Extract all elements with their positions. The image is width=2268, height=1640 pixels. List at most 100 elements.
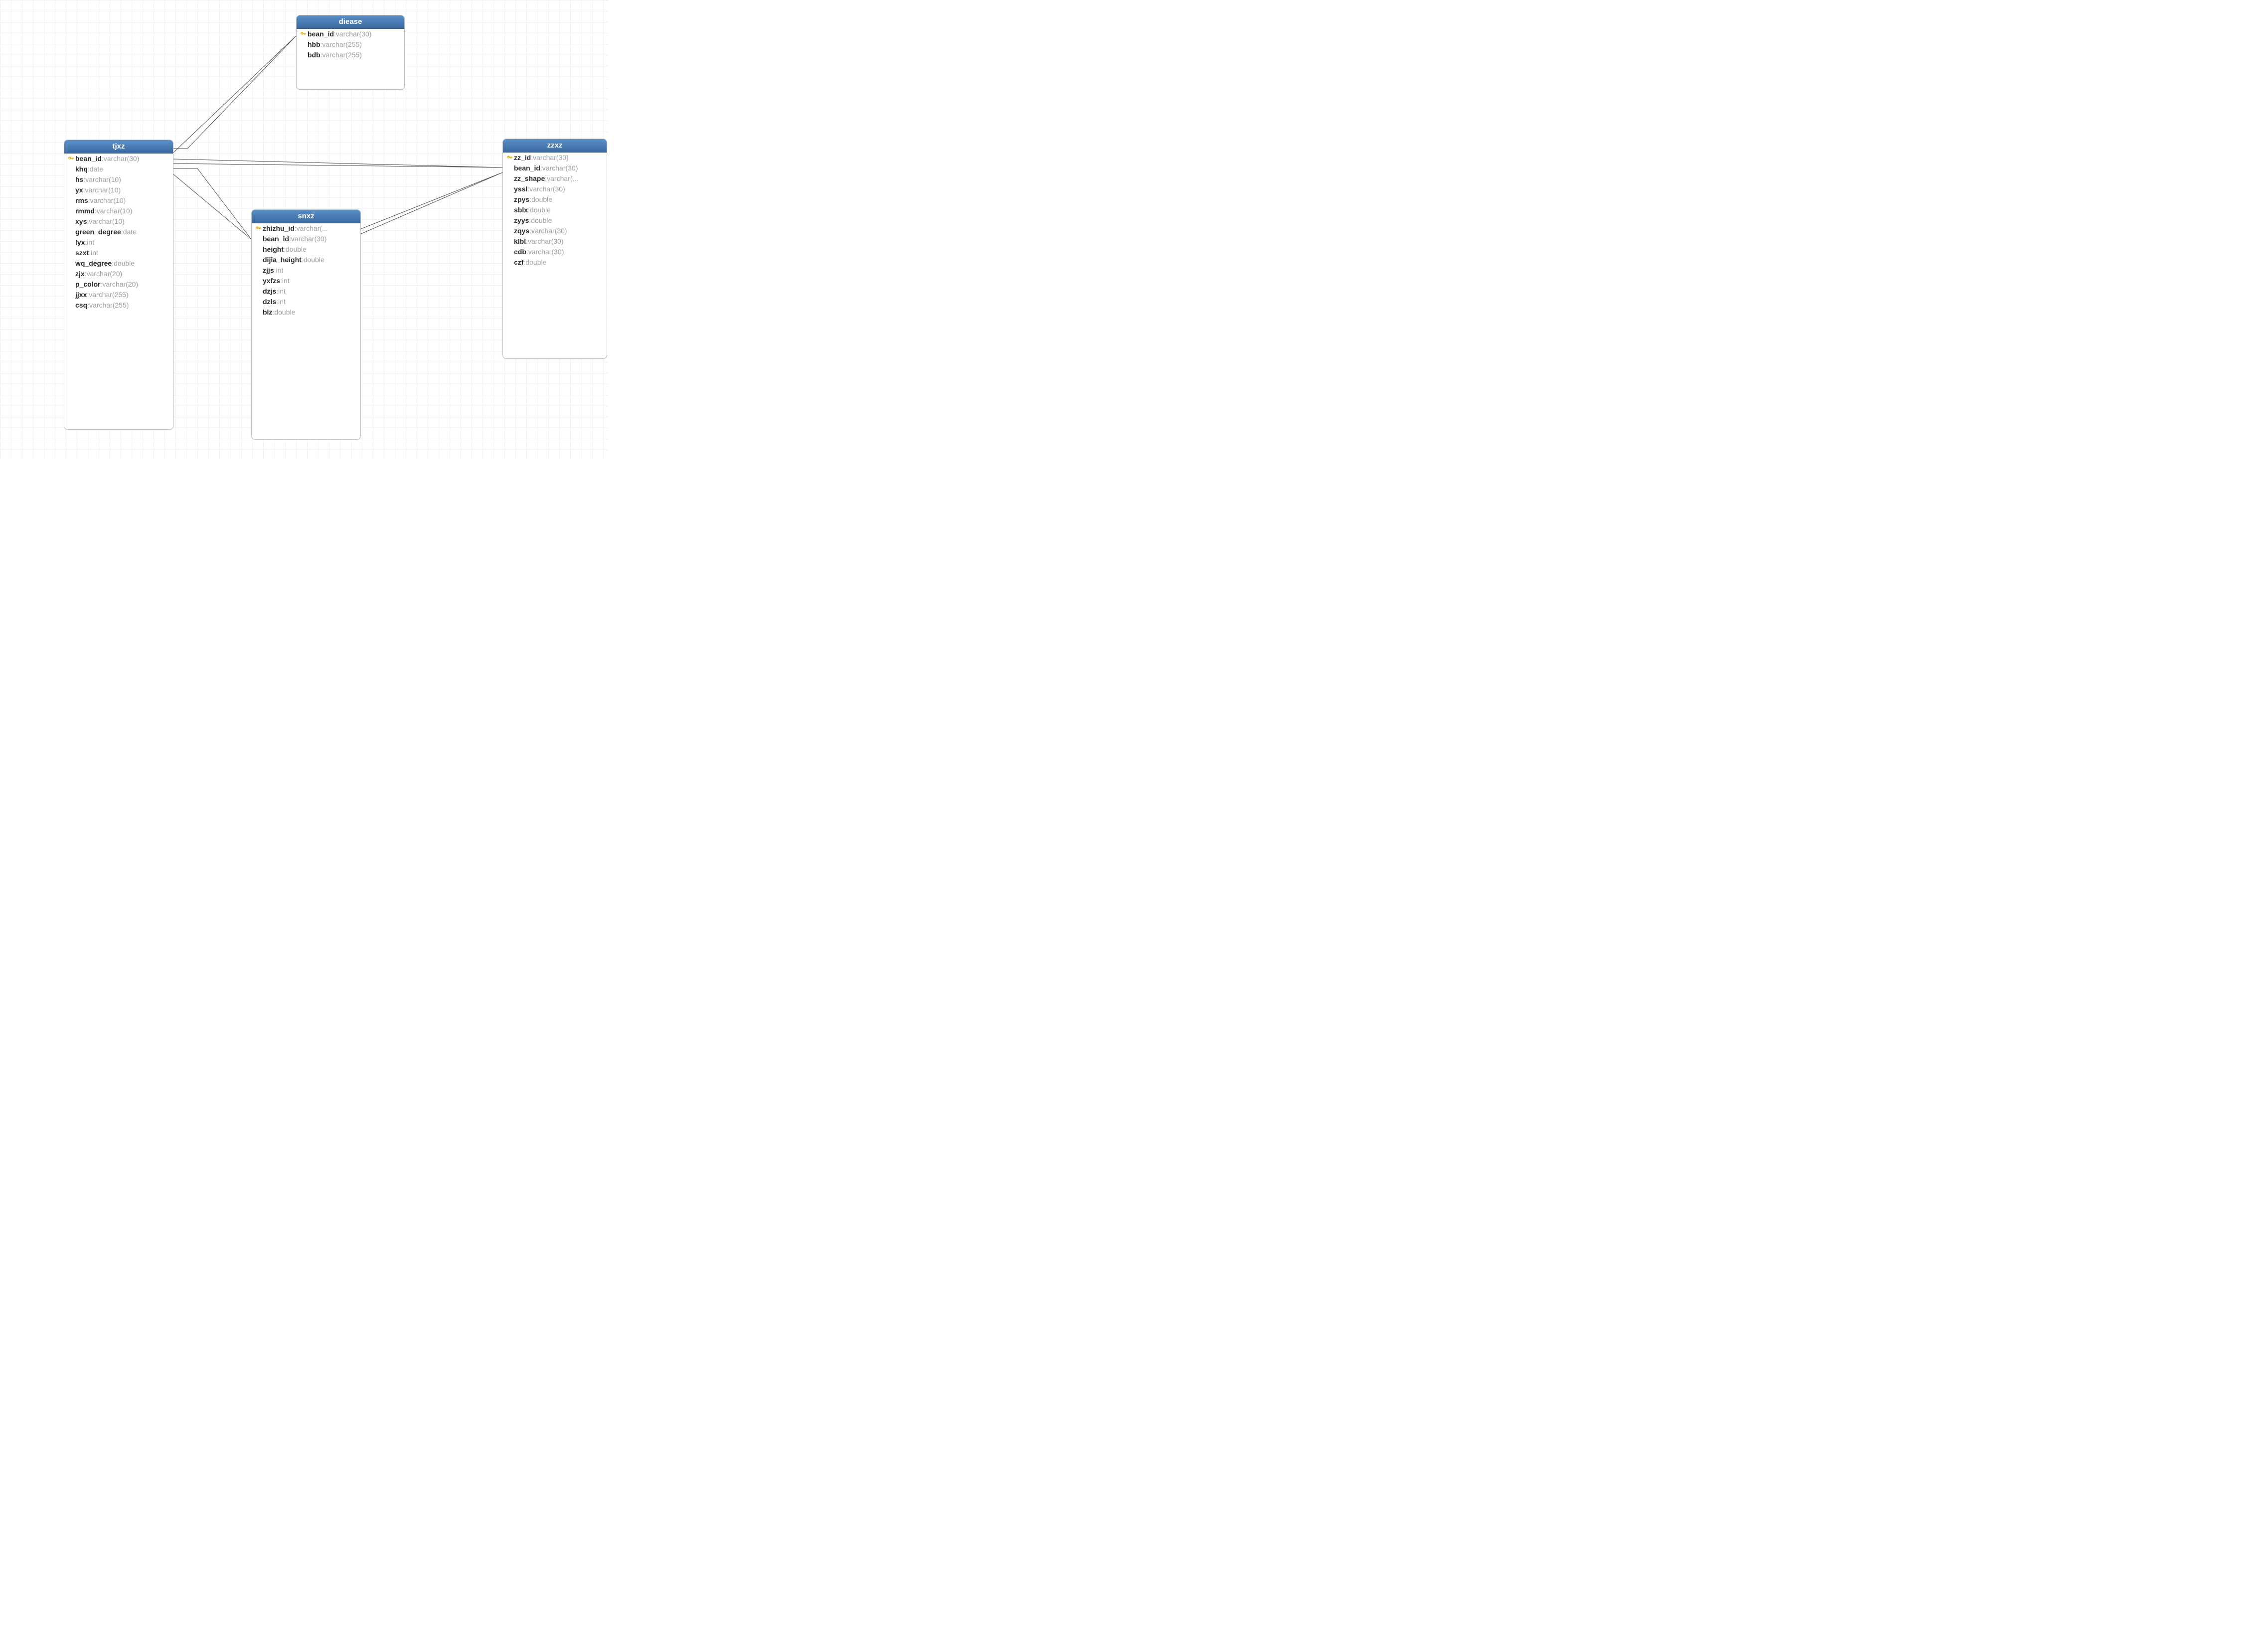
table-zzxz[interactable]: zzxzzz_id: varchar(30)bean_id: varchar(3…	[502, 139, 607, 359]
field-name: khq	[75, 164, 88, 174]
field-type: varchar(30)	[529, 184, 565, 194]
field-type: double	[531, 216, 552, 225]
field-type: varchar(255)	[323, 40, 362, 49]
field-name: bean_id	[514, 164, 540, 173]
field-row[interactable]: hbb: varchar(255)	[297, 39, 404, 50]
field-name: zyys	[514, 216, 529, 225]
field-name: green_degree	[75, 227, 121, 237]
field-type: double	[531, 195, 552, 204]
field-name: bean_id	[308, 29, 334, 39]
field-type: varchar(30)	[336, 29, 372, 39]
field-row[interactable]: p_color: varchar(20)	[64, 279, 173, 290]
primary-key-icon	[506, 155, 513, 161]
field-row[interactable]: cdb: varchar(30)	[503, 247, 607, 257]
field-row[interactable]: zpys: double	[503, 194, 607, 205]
field-row[interactable]: zjx: varchar(20)	[64, 269, 173, 279]
table-tjxz[interactable]: tjxzbean_id: varchar(30)khq: datehs: var…	[64, 140, 173, 430]
field-type: double	[114, 259, 135, 268]
er-diagram-canvas: tjxzbean_id: varchar(30)khq: datehs: var…	[0, 0, 608, 459]
field-row[interactable]: hs: varchar(10)	[64, 174, 173, 185]
field-row[interactable]: height: double	[252, 244, 360, 255]
field-row[interactable]: rms: varchar(10)	[64, 195, 173, 206]
field-name: wq_degree	[75, 259, 112, 268]
field-row[interactable]: zz_id: varchar(30)	[503, 153, 607, 163]
field-row[interactable]: zqys: varchar(30)	[503, 226, 607, 236]
field-name: zpys	[514, 195, 529, 204]
field-name: yxfzs	[263, 276, 280, 286]
table-snxz[interactable]: snxzzhizhu_id: varchar(...bean_id: varch…	[251, 209, 361, 440]
table-header[interactable]: snxz	[252, 210, 360, 223]
field-name: szxt	[75, 248, 89, 258]
field-row[interactable]: bean_id: varchar(30)	[297, 29, 404, 39]
field-type: varchar(30)	[528, 237, 564, 246]
table-diease[interactable]: dieasebean_id: varchar(30)hbb: varchar(2…	[296, 15, 405, 90]
field-name: yssl	[514, 184, 527, 194]
field-row[interactable]: xys: varchar(10)	[64, 216, 173, 227]
field-name: bean_id	[75, 154, 102, 164]
field-row[interactable]: blz: double	[252, 307, 360, 318]
field-row[interactable]: zyys: double	[503, 215, 607, 226]
field-row[interactable]: yx: varchar(10)	[64, 185, 173, 195]
field-name: rmmd	[75, 206, 95, 216]
field-type: int	[91, 248, 98, 258]
field-type: int	[276, 266, 283, 275]
field-row[interactable]: yssl: varchar(30)	[503, 184, 607, 194]
field-row[interactable]: bean_id: varchar(30)	[64, 154, 173, 164]
field-row[interactable]: dzls: int	[252, 297, 360, 307]
field-row[interactable]: csq: varchar(255)	[64, 300, 173, 311]
field-name: dzls	[263, 297, 276, 307]
field-name: cdb	[514, 247, 526, 257]
field-row[interactable]: green_degree: date	[64, 227, 173, 237]
field-type: int	[278, 287, 286, 296]
field-row[interactable]: klbl: varchar(30)	[503, 236, 607, 247]
field-type: varchar(10)	[90, 196, 126, 205]
field-row[interactable]: zjjs: int	[252, 265, 360, 276]
field-name: bean_id	[263, 234, 289, 244]
field-row[interactable]: czf: double	[503, 257, 607, 268]
field-name: height	[263, 245, 284, 254]
field-type: double	[274, 308, 295, 317]
field-type: varchar(10)	[85, 175, 121, 184]
field-row[interactable]: zhizhu_id: varchar(...	[252, 223, 360, 234]
field-row[interactable]: szxt: int	[64, 248, 173, 258]
field-row[interactable]: lyx: int	[64, 237, 173, 248]
field-name: rms	[75, 196, 88, 205]
field-name: xys	[75, 217, 87, 226]
field-type: double	[525, 258, 546, 267]
field-name: dijia_height	[263, 255, 302, 265]
field-name: zqys	[514, 226, 529, 236]
field-type: varchar(30)	[528, 247, 564, 257]
table-header[interactable]: tjxz	[64, 140, 173, 154]
field-type: varchar(255)	[89, 301, 129, 310]
field-name: yx	[75, 185, 83, 195]
field-name: blz	[263, 308, 272, 317]
field-name: bdb	[308, 50, 321, 60]
field-row[interactable]: khq: date	[64, 164, 173, 174]
field-name: dzjs	[263, 287, 276, 296]
field-row[interactable]: sblx: double	[503, 205, 607, 215]
field-type: varchar(30)	[291, 234, 327, 244]
field-row[interactable]: bean_id: varchar(30)	[252, 234, 360, 244]
field-type: double	[304, 255, 324, 265]
field-row[interactable]: dijia_height: double	[252, 255, 360, 265]
field-name: csq	[75, 301, 87, 310]
field-name: zhizhu_id	[263, 224, 295, 233]
field-row[interactable]: zz_shape: varchar(...	[503, 173, 607, 184]
edge-tjxz-diease	[172, 36, 296, 154]
field-name: p_color	[75, 280, 101, 289]
field-row[interactable]: rmmd: varchar(10)	[64, 206, 173, 216]
field-row[interactable]: bdb: varchar(255)	[297, 50, 404, 60]
field-name: hbb	[308, 40, 321, 49]
field-row[interactable]: bean_id: varchar(30)	[503, 163, 607, 173]
field-type: int	[282, 276, 290, 286]
field-row[interactable]: wq_degree: double	[64, 258, 173, 269]
field-type: varchar(...	[297, 224, 328, 233]
edge-tjxz-zzxz	[172, 159, 502, 167]
key-slot	[254, 225, 263, 232]
table-header[interactable]: diease	[297, 15, 404, 29]
key-slot	[505, 155, 514, 161]
field-row[interactable]: jjxx: varchar(255)	[64, 290, 173, 300]
table-header[interactable]: zzxz	[503, 139, 607, 153]
field-row[interactable]: yxfzs: int	[252, 276, 360, 286]
field-row[interactable]: dzjs: int	[252, 286, 360, 297]
